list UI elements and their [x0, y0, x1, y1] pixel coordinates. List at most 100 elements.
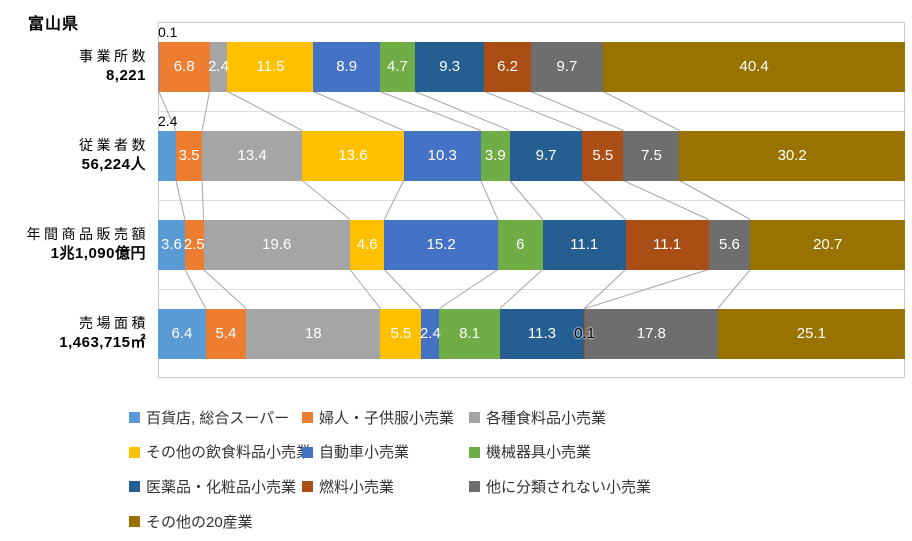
bar-segment: 2.5 — [183, 219, 205, 270]
segment-value-label: 15.2 — [426, 236, 456, 253]
bar-segment: 13.6 — [302, 130, 404, 181]
legend-swatch — [129, 516, 140, 528]
bar-segment: 9.7 — [530, 41, 604, 92]
category-label: 事業所数 8,221 — [0, 22, 146, 111]
segment-value-label: 2.4 — [158, 112, 178, 129]
segment-value-label: 9.7 — [535, 147, 557, 164]
bar-row: 6.4 5.4 18 5.5 2.4 8.1 11.3 0.1 17.8 25.1 — [158, 308, 906, 359]
bar-segment: 5.6 — [708, 219, 751, 270]
bar-segment: 3.6 — [158, 219, 185, 270]
grid-line — [158, 289, 905, 290]
legend-label: 自動車小売業 — [319, 444, 410, 462]
legend-swatch — [469, 446, 480, 458]
bar-segment: 11.5 — [227, 41, 314, 92]
segment-value-label: 3.5 — [178, 147, 200, 164]
bar-segment: 6.8 — [158, 41, 210, 92]
bar-segment: 4.7 — [379, 41, 415, 92]
legend-swatch — [469, 481, 480, 493]
bar-row: 0.1 6.8 2.4 11.5 8.9 4.7 9.3 6.2 9.7 40.4 — [158, 24, 905, 92]
legend-label: 機械器具小売業 — [486, 444, 592, 462]
segment-value-label: 30.2 — [777, 147, 807, 164]
legend-label: 他に分類されない小売業 — [486, 478, 652, 496]
bar-segment: 10.3 — [403, 130, 481, 181]
category-total: 1,463,715㎡ — [59, 333, 146, 351]
legend-item: 各種食料品小売業 — [469, 407, 651, 428]
bar-segment: 6 — [497, 219, 543, 270]
category-name: 従業者数 — [79, 136, 149, 153]
bar-segment: 2.4 — [208, 41, 229, 92]
bar-segment: 2.4 — [419, 308, 441, 359]
segment-value-label: 6 — [516, 236, 525, 253]
category-total: 1兆1,090億円 — [50, 244, 146, 262]
legend-label: 百貨店, 総合スーパー — [146, 409, 290, 427]
bar-row: 3.6 2.5 19.6 4.6 15.2 6 11.1 11.1 5.6 20.7 — [158, 219, 905, 270]
legend-item: 医薬品・化粧品小売業 — [129, 476, 302, 497]
segment-value-label: 9.3 — [439, 58, 461, 75]
legend-label: 各種食料品小売業 — [486, 409, 607, 427]
category-label: 年間商品販売額 1兆1,090億円 — [0, 200, 146, 289]
segment-value-label: 6.4 — [171, 325, 193, 342]
bar-segment: 25.1 — [717, 308, 906, 359]
category-name: 年間商品販売額 — [26, 225, 149, 242]
legend: 百貨店, 総合スーパー 婦人・子供服小売業 各種食料品小売業 その他の飲食料品小売業自… — [129, 400, 651, 538]
legend-swatch — [469, 412, 480, 424]
legend-label: 医薬品・化粧品小売業 — [146, 478, 297, 496]
legend-label: 婦人・子供服小売業 — [319, 409, 455, 427]
bar-segment: 40.4 — [603, 41, 905, 92]
bar-row: 2.4 3.5 13.4 13.6 10.3 3.9 9.7 5.5 7.5 30.2 — [158, 113, 905, 181]
bar-segment: 8.9 — [313, 41, 380, 92]
segment-value-label: 11.5 — [256, 58, 285, 75]
legend-item: 機械器具小売業 — [469, 441, 651, 462]
bar-segment: 20.7 — [750, 219, 905, 270]
segment-value-label: 8.9 — [336, 58, 358, 75]
legend-swatch — [129, 446, 140, 458]
bar-segment: 11.3 — [499, 308, 585, 359]
legend-label: その他の20産業 — [146, 513, 253, 531]
bar-segment: 18 — [246, 308, 381, 359]
segment-value-label: 6.2 — [497, 58, 519, 75]
segment-value-label: 40.4 — [739, 58, 769, 75]
bar-segment: 4.6 — [349, 219, 385, 270]
category-name: 事業所数 — [79, 47, 149, 64]
segment-value-label: 11.1 — [653, 236, 682, 253]
bar-segment: 15.2 — [384, 219, 498, 270]
bar-segment: 9.7 — [509, 130, 583, 181]
legend-item: その他の20産業 — [129, 511, 302, 532]
legend-item: 他に分類されない小売業 — [469, 476, 651, 497]
segment-value-label: 2.5 — [183, 236, 205, 253]
legend-item: 自動車小売業 — [302, 441, 469, 462]
legend-swatch — [129, 412, 140, 424]
bar-segment: 5.5 — [380, 308, 422, 359]
bar-segment: 11.1 — [625, 219, 709, 270]
segment-value-label: 20.7 — [813, 236, 843, 253]
segment-value-label: 11.1 — [570, 236, 599, 253]
bar-segment: 5.4 — [205, 308, 247, 359]
segment-value-label: 5.5 — [592, 147, 614, 164]
legend-swatch — [302, 412, 313, 424]
legend-swatch — [302, 446, 313, 458]
grid-line — [158, 111, 905, 112]
segment-value-label: 2.4 — [419, 325, 441, 342]
grid-line — [158, 200, 905, 201]
bar-segment: 5.5 — [582, 130, 624, 181]
segment-value-label: 11.3 — [527, 325, 556, 342]
segment-value-label: 19.6 — [262, 236, 292, 253]
segment-value-label: 9.7 — [556, 58, 578, 75]
segment-value-label: 5.4 — [215, 325, 237, 342]
segment-value-label: 17.8 — [636, 325, 666, 342]
segment-value-label: 0.1 — [574, 325, 595, 342]
bar-segment: 13.4 — [202, 130, 303, 181]
segment-value-label: 13.6 — [338, 147, 368, 164]
segment-value-label: 2.4 — [208, 58, 229, 75]
segment-value-label: 25.1 — [796, 325, 826, 342]
bar-segment: 7.5 — [623, 130, 680, 181]
bar-segment: 30.2 — [679, 130, 905, 181]
segment-value-label: 5.6 — [719, 236, 740, 253]
category-total: 56,224人 — [81, 155, 146, 173]
segment-value-label: 4.6 — [356, 236, 378, 253]
legend-item: 婦人・子供服小売業 — [302, 407, 469, 428]
chart-title: 富山県 — [28, 16, 80, 33]
segment-value-label: 4.7 — [386, 58, 408, 75]
bar-segment: 0.1 — [574, 308, 595, 359]
